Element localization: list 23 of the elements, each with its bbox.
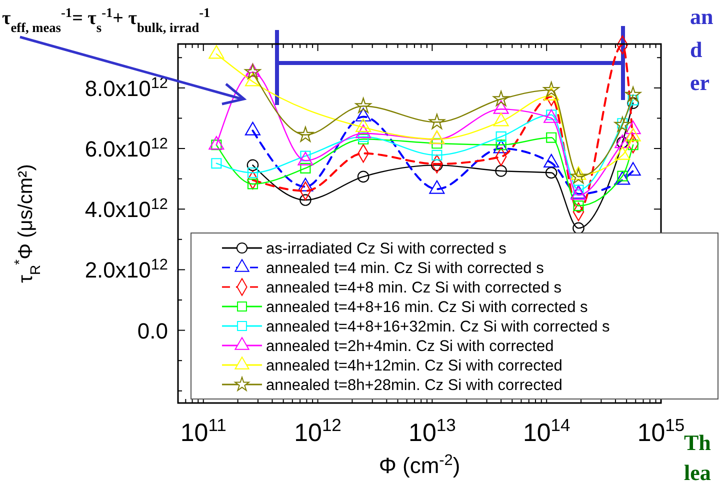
- text: Th: [684, 430, 711, 455]
- x-axis-title: Φ (cm$^{-2}$): [378, 452, 460, 478]
- x-tick-label: 10$^{14}$: [522, 415, 570, 447]
- y-tick-label: 6.0x10$^{12}$: [84, 135, 168, 162]
- x-tick-label: 10$^{15}$: [637, 415, 685, 447]
- text: er: [690, 70, 710, 95]
- legend-label: annealed t=4+8+16+32min. Cz Si with corrected s: [266, 318, 610, 336]
- legend-label: annealed t=4h+12min. Cz Si with corrected: [266, 358, 562, 374]
- x-tick-label: 10$^{12}$: [294, 415, 342, 447]
- legend-label: annealed t=8h+28min. Cz Si with corrected: [266, 377, 562, 394]
- x-tick-label: 10$^{11}$: [180, 415, 226, 447]
- legend-label: annealed t=2h+4min. Cz Si with corrected: [266, 338, 554, 355]
- legend-label: as-irradiated Cz Si with corrected s: [266, 240, 507, 258]
- text: d: [690, 37, 702, 62]
- legend-label: annealed t=4+8+16 min. Cz Si with corrected s: [266, 299, 588, 316]
- text: an: [690, 4, 714, 29]
- y-tick-label: 0.0: [137, 318, 168, 344]
- legend-label: annealed t=4 min. Cz Si with corrected s: [266, 260, 544, 277]
- y-tick-label: 2.0x10$^{12}$: [84, 256, 168, 283]
- y-tick-label: 4.0x10$^{12}$: [84, 196, 168, 222]
- text: lea: [684, 460, 711, 484]
- legend-label: annealed t=4+8 min. Cz Si with corrected s: [266, 280, 562, 296]
- x-tick-label: 10$^{13}$: [408, 415, 456, 447]
